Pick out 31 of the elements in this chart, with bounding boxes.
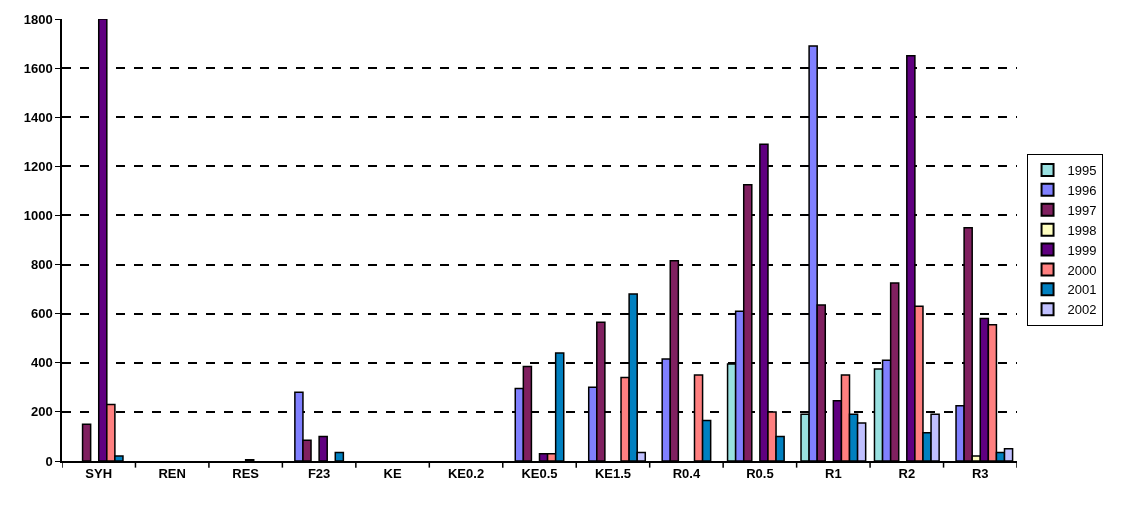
legend-label: 1995	[1067, 163, 1097, 179]
y-tick-label: 600	[30, 306, 53, 322]
legend-label: 1996	[1067, 182, 1097, 198]
x-tick-label: R0.4	[672, 466, 701, 482]
y-tick-label: 800	[30, 257, 53, 273]
y-tick-label: 1200	[23, 158, 53, 174]
y-tick-label: 0	[45, 453, 53, 469]
x-tick-label: F23	[307, 466, 331, 482]
x-tick-label: R2	[898, 466, 916, 482]
legend-label: 1999	[1067, 242, 1097, 258]
x-tick-label: KE0.2	[447, 466, 485, 482]
x-tick-label: R1	[825, 466, 842, 482]
legend-label: 2001	[1067, 282, 1097, 298]
x-tick-label: KE	[383, 466, 402, 482]
x-tick-label: RES	[232, 466, 260, 482]
legend-label: 1998	[1067, 222, 1097, 238]
legend-label: 1997	[1067, 202, 1097, 218]
x-tick-label: R0.5	[746, 466, 774, 482]
x-tick-label: KE1.5	[594, 466, 632, 482]
y-tick-label: 200	[30, 404, 53, 420]
legend-label: 2002	[1067, 302, 1097, 318]
x-tick-label: R3	[971, 466, 989, 482]
x-tick-label: REN	[158, 466, 186, 482]
y-tick-label: 400	[30, 355, 53, 371]
legend-label: 2000	[1067, 262, 1097, 278]
y-tick-label: 1400	[23, 109, 53, 125]
y-tick-label: 1800	[23, 11, 53, 27]
x-tick-label: KE0.5	[521, 466, 558, 482]
y-tick-label: 1000	[23, 207, 53, 223]
x-tick-label: SYH	[85, 466, 113, 482]
y-tick-label: 1600	[23, 60, 53, 76]
